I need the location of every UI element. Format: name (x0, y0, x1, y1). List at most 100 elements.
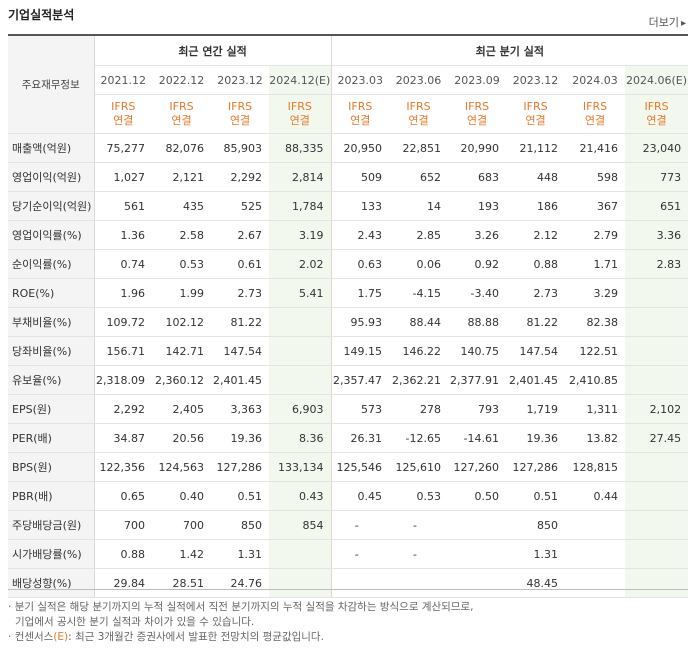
table-cell: 3,363 (211, 394, 269, 424)
table-cell (269, 539, 332, 569)
table-cell: 1.31 (506, 539, 566, 569)
table-cell: 14 (389, 191, 449, 221)
table-cell: 125,546 (331, 452, 390, 482)
ifrs-header: IFRS 연결 (94, 94, 152, 134)
table-row: 유보율(%) 2,318.09 2,360.12 2,401.45 2,357.47 2,… (8, 365, 689, 395)
table-cell: 133 (331, 191, 390, 221)
table-cell: 2.43 (331, 220, 390, 250)
table-cell: 0.61 (211, 249, 269, 279)
table-cell: 122,356 (94, 452, 152, 482)
table-cell: 88.88 (448, 307, 507, 337)
row-label: 주당배당금(원) (8, 510, 95, 540)
period-header: 2024.03 (565, 65, 626, 95)
ifrs-header: IFRS 연결 (389, 94, 449, 134)
table-cell: 0.50 (448, 481, 507, 511)
consolidated-label: 연결 (646, 114, 667, 127)
table-cell (625, 452, 689, 482)
table-cell: 1,784 (269, 191, 332, 221)
row-label: 당좌비율(%) (8, 336, 95, 366)
table-cell: 6,903 (269, 394, 332, 424)
table-cell: 2,102 (625, 394, 689, 424)
table-cell: 683 (448, 162, 507, 192)
table-cell (269, 568, 332, 598)
table-cell: 186 (506, 191, 566, 221)
table-row: PBR(배) 0.65 0.40 0.51 0.43 0.45 0.53 0.50 0.51 0.… (8, 481, 689, 511)
table-cell (448, 510, 507, 540)
table-cell (565, 568, 626, 598)
table-cell: 2,405 (152, 394, 211, 424)
financial-table: 주요재무정보 최근 연간 실적 최근 분기 실적 2021.12 2022.12 2… (8, 36, 689, 598)
table-cell: 367 (565, 191, 626, 221)
ifrs-header: IFRS 연결 (625, 94, 689, 134)
table-cell: 81.22 (211, 307, 269, 337)
table-row: 시가배당률(%) 0.88 1.42 1.31- -1.31 (8, 539, 689, 569)
consolidated-label: 연결 (408, 114, 429, 127)
table-cell (448, 539, 507, 569)
table-cell: 2,360.12 (152, 365, 211, 395)
table-top-border (8, 34, 688, 36)
table-bottom-border (8, 589, 688, 590)
table-cell (269, 307, 332, 337)
table-cell: 2,362.21 (389, 365, 449, 395)
table-cell: 20.56 (152, 423, 211, 453)
table-cell: 20,950 (331, 133, 390, 163)
group-annual: 최근 연간 실적 (94, 36, 332, 66)
table-cell: 0.51 (211, 481, 269, 511)
period-header: 2023.12 (211, 65, 269, 95)
footnotes: · 분기 실적은 해당 분기까지의 누적 실적에서 직전 분기까지의 누적 실적… (8, 600, 473, 645)
table-cell: 0.88 (94, 539, 152, 569)
table-cell: 0.53 (152, 249, 211, 279)
table-cell: 0.40 (152, 481, 211, 511)
table-cell: 23,040 (625, 133, 689, 163)
table-cell: 127,286 (506, 452, 566, 482)
table-cell: 3.26 (448, 220, 507, 250)
table-cell: 13.82 (565, 423, 626, 453)
table-cell: 133,134 (269, 452, 332, 482)
table-cell: 1,719 (506, 394, 566, 424)
table-cell: 2,318.09 (94, 365, 152, 395)
consolidated-label: 연결 (584, 114, 606, 127)
table-cell: 147.54 (506, 336, 566, 366)
ifrs-label: IFRS (464, 100, 490, 113)
table-cell: 28.51 (152, 568, 211, 598)
table-cell: 2,121 (152, 162, 211, 192)
table-cell: 598 (565, 162, 626, 192)
ifrs-label: IFRS (582, 100, 608, 113)
row-label: EPS(원) (8, 394, 95, 424)
row-label: 당기순이익(억원) (8, 191, 95, 221)
table-cell: - (331, 539, 390, 569)
ifrs-label: IFRS (227, 100, 253, 113)
table-cell: 26.31 (331, 423, 390, 453)
table-cell: 850 (211, 510, 269, 540)
table-cell: 2.79 (565, 220, 626, 250)
period-header: 2023.12 (506, 65, 566, 95)
row-label: 배당성향(%) (8, 568, 95, 598)
table-cell: 0.06 (389, 249, 449, 279)
table-cell: 142.71 (152, 336, 211, 366)
consolidated-label: 연결 (289, 114, 310, 127)
table-cell: -12.65 (389, 423, 449, 453)
table-cell (269, 365, 332, 395)
table-row: 매출액(억원) 75,277 82,076 85,903 88,335 20,950 22,… (8, 133, 689, 163)
table-cell: 0.43 (269, 481, 332, 511)
table-cell: - (331, 510, 390, 540)
table-cell: 0.65 (94, 481, 152, 511)
ifrs-label: IFRS (287, 100, 312, 113)
table-cell: 27.45 (625, 423, 689, 453)
row-label: 매출액(억원) (8, 133, 95, 163)
table-cell: 525 (211, 191, 269, 221)
table-cell (625, 568, 689, 598)
table-cell: 5.41 (269, 278, 332, 308)
table-cell: 1.71 (565, 249, 626, 279)
table-cell: 147.54 (211, 336, 269, 366)
table-cell: 34.87 (94, 423, 152, 453)
footnote-2: · 컨센서스(E): 최근 3개월간 증권사에서 발표한 전망치의 평균값입니다… (8, 631, 324, 643)
table-cell: 700 (152, 510, 211, 540)
table-cell: 82.38 (565, 307, 626, 337)
ifrs-label: IFRS (169, 100, 194, 113)
table-cell: 2.83 (625, 249, 689, 279)
table-row: BPS(원) 122,356 124,563 127,286 133,134 125,54… (8, 452, 689, 482)
more-link[interactable]: 더보기 ▸ (649, 14, 686, 30)
table-cell: 2.58 (152, 220, 211, 250)
table-cell: 156.71 (94, 336, 152, 366)
